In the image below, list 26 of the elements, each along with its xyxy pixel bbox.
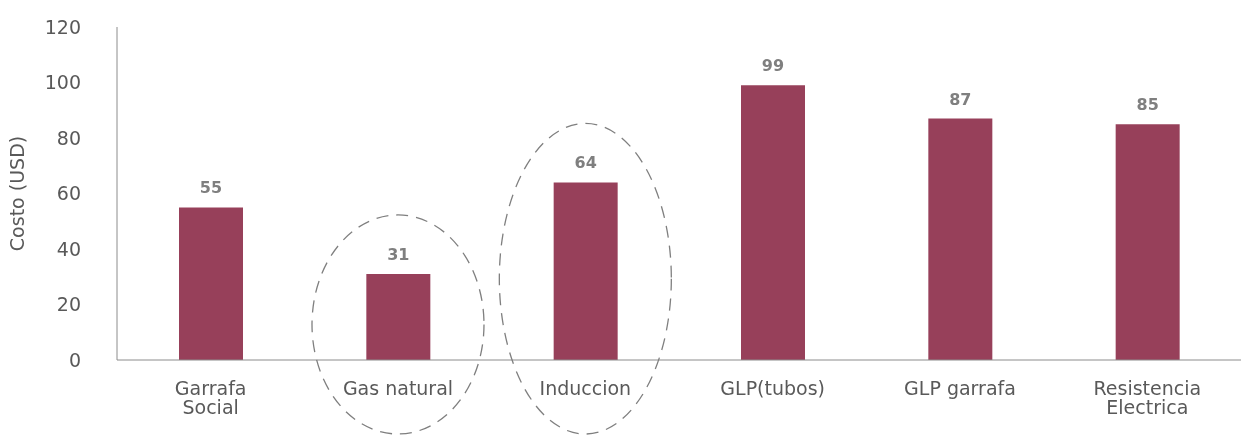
y-tick-label: 100 — [44, 71, 81, 94]
bar — [1115, 124, 1180, 360]
x-tick-label: Induccion — [539, 377, 632, 400]
x-tick-label: Gas natural — [342, 377, 454, 400]
x-tick-label: Resistencia Electrica — [1093, 377, 1202, 419]
y-tick-label: 0 — [68, 348, 81, 371]
bar — [928, 118, 993, 360]
x-tick-label: Garrafa Social — [174, 377, 247, 419]
y-tick-label: 120 — [44, 15, 81, 38]
x-tick-label: GLP(tubos) — [720, 377, 825, 400]
bar — [179, 207, 243, 360]
data-label: 87 — [949, 89, 972, 109]
y-tick-label: 60 — [56, 182, 81, 205]
bar — [741, 85, 805, 360]
x-tick-label: GLP garrafa — [904, 377, 1016, 400]
data-label: 55 — [199, 178, 223, 198]
y-axis-title: Costo (USD) — [5, 135, 28, 252]
y-tick-label: 20 — [56, 293, 81, 316]
bar — [366, 273, 431, 360]
y-tick-label: 40 — [56, 237, 81, 260]
data-label: 85 — [1136, 95, 1159, 115]
y-tick-label: 80 — [56, 126, 81, 149]
data-label: 31 — [387, 244, 410, 264]
data-label: 99 — [761, 56, 785, 76]
bar — [553, 182, 618, 360]
data-label: 64 — [574, 153, 597, 173]
